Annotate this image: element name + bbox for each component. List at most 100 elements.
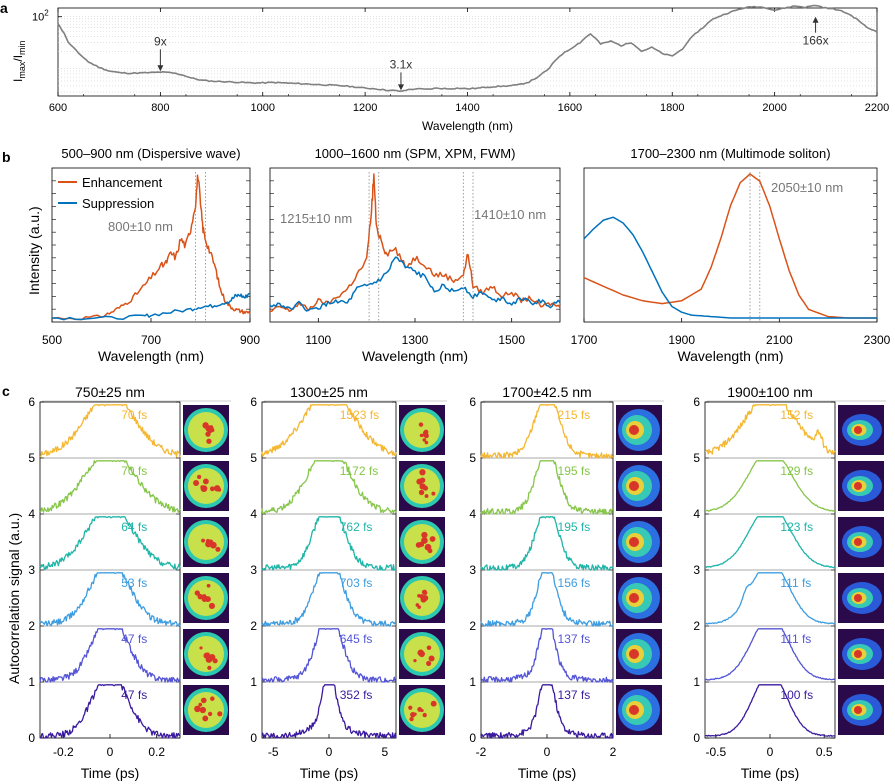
autocorrelation-trace: [480, 516, 614, 571]
beam-hotspot: [418, 422, 424, 427]
autocorrelation-trace: [480, 684, 614, 739]
beam-hotspot: [854, 538, 862, 546]
beam-hotspot: [198, 702, 203, 707]
x-axis-label: Wavelength (nm): [422, 119, 513, 133]
autocorrelation-trace: [39, 460, 181, 513]
autocorrelation-trace: [39, 628, 181, 683]
pulse-width-label: 195 fs: [558, 464, 591, 478]
y-tick-label: 2: [693, 619, 700, 633]
pulse-width-label: 47 fs: [121, 632, 147, 646]
beam-hotspot: [416, 478, 423, 485]
autocorrelation-trace: [261, 516, 397, 571]
beam-hotspot: [200, 697, 207, 704]
pulse-width-label: 352 fs: [340, 688, 373, 702]
y-tick-label: 4: [250, 507, 257, 521]
autocorrelation-trace: [480, 572, 614, 627]
pulse-width-label: 152 fs: [780, 408, 813, 422]
x-tick-label: 1000: [251, 102, 275, 114]
x-axis-label: Time (ps): [518, 765, 577, 781]
autocorrelation-trace: [39, 516, 181, 570]
pulse-width-label: 70 fs: [121, 408, 147, 422]
autocorrelation-trace: [480, 628, 614, 683]
beam-hotspot: [426, 645, 432, 651]
autocorrelation-trace: [261, 460, 397, 515]
y-tick-label: 4: [28, 507, 35, 521]
beam-hotspot: [215, 546, 221, 552]
x-tick-label: -5: [268, 745, 279, 759]
y-tick-label: 6: [28, 395, 35, 409]
beam-hotspot: [413, 658, 417, 663]
pulse-width-label: 645 fs: [340, 632, 373, 646]
x-tick-label: 1200: [353, 102, 377, 114]
x-tick-label: 1100: [305, 333, 331, 347]
x-tick-label: 900: [240, 333, 260, 347]
panel-label-c: c: [2, 383, 10, 399]
x-tick-label: 0: [544, 745, 551, 759]
panel-label-a: a: [0, 0, 8, 16]
legend-label: Enhancement: [82, 175, 163, 190]
beam-hotspot: [199, 706, 206, 714]
pulse-width-label: 111 fs: [780, 632, 811, 646]
pulse-width-label: 156 fs: [558, 576, 591, 590]
beam-hotspot: [193, 479, 200, 486]
beam-hotspot: [208, 653, 216, 661]
y-tick-label: 0: [28, 731, 35, 745]
beam-hotspot: [629, 649, 639, 659]
x-tick-label: -2: [476, 745, 487, 759]
series-enhancement: [269, 173, 561, 313]
y-tick-label: 0: [250, 731, 257, 745]
pulse-width-label: 215 fs: [558, 408, 591, 422]
beam-hotspot: [202, 715, 209, 722]
panel-b-title: 1700–2300 nm (Multimode soliton): [630, 146, 830, 161]
pulse-width-label: 137 fs: [558, 688, 591, 702]
beam-hotspot: [202, 478, 209, 485]
panel-c-title: 1900±100 nm: [727, 384, 813, 400]
beam-hotspot: [208, 602, 216, 610]
wavelength-note: 800±10 nm: [108, 219, 173, 234]
y-axis-label: Intensity (a.u.): [26, 206, 42, 295]
beam-hotspot: [201, 596, 208, 602]
autocorrelation-trace: [704, 628, 836, 681]
beam-hotspot: [424, 440, 429, 445]
autocorrelation-trace: [261, 404, 397, 457]
beam-hotspot: [419, 469, 426, 476]
x-tick-label: 700: [141, 333, 161, 347]
beam-hotspot: [417, 707, 423, 712]
beam-hotspot: [200, 485, 205, 489]
autocorrelation-trace: [39, 572, 181, 627]
wavelength-note: 1410±10 nm: [474, 207, 546, 222]
beam-hotspot: [205, 540, 212, 548]
y-tick-label: 4: [469, 507, 476, 521]
beam-hotspot: [201, 538, 206, 543]
autocorrelation-trace: [705, 516, 836, 569]
beam-hotspot: [629, 593, 639, 603]
beam-hotspot: [421, 589, 428, 595]
beam-hotspot: [423, 433, 429, 439]
pulse-width-label: 111 fs: [780, 576, 811, 590]
beam-hotspot: [199, 646, 203, 650]
y-tick-label: 3: [250, 563, 257, 577]
annotation-arrowhead: [812, 16, 819, 23]
x-axis-label: Wavelength (nm): [98, 348, 204, 364]
x-tick-label: 2300: [864, 333, 891, 347]
beam-hotspot: [410, 711, 416, 718]
x-tick-label: 5: [381, 745, 388, 759]
pulse-width-label: 762 fs: [340, 520, 373, 534]
y-axis-label: Imax/Imin: [11, 40, 27, 82]
autocorrelation-trace: [480, 460, 614, 515]
autocorrelation-trace: [480, 404, 614, 459]
y-tick-label: 3: [28, 563, 35, 577]
panel-c-title: 1300±25 nm: [290, 384, 368, 400]
x-axis-label: Time (ps): [300, 765, 359, 781]
autocorrelation-trace: [704, 404, 836, 456]
y-tick-label: 5: [250, 451, 257, 465]
x-tick-label: -0.5: [705, 745, 726, 759]
beam-hotspot: [415, 542, 422, 548]
annotation: 9x: [154, 34, 167, 48]
beam-hotspot: [854, 426, 862, 434]
wavelength-note: 1215±10 nm: [280, 211, 352, 226]
beam-hotspot: [210, 696, 215, 701]
beam-hotspot: [409, 717, 414, 722]
pulse-width-label: 703 fs: [340, 576, 373, 590]
beam-hotspot: [194, 590, 200, 596]
